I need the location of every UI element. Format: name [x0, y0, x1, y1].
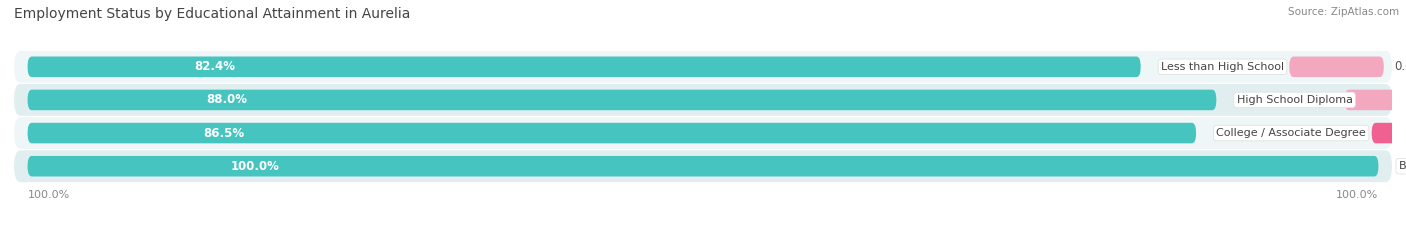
- Text: 100.0%: 100.0%: [1336, 190, 1378, 200]
- Text: Employment Status by Educational Attainment in Aurelia: Employment Status by Educational Attainm…: [14, 7, 411, 21]
- FancyBboxPatch shape: [14, 84, 1392, 116]
- FancyBboxPatch shape: [14, 51, 1392, 83]
- Text: 100.0%: 100.0%: [231, 160, 278, 173]
- Text: 86.5%: 86.5%: [202, 127, 245, 140]
- Text: Less than High School: Less than High School: [1161, 62, 1284, 72]
- FancyBboxPatch shape: [14, 117, 1392, 149]
- Text: 88.0%: 88.0%: [205, 93, 247, 106]
- FancyBboxPatch shape: [1289, 57, 1384, 77]
- FancyBboxPatch shape: [28, 123, 1197, 143]
- Text: College / Associate Degree: College / Associate Degree: [1216, 128, 1367, 138]
- Text: Bachelor's Degree or higher: Bachelor's Degree or higher: [1399, 161, 1406, 171]
- FancyBboxPatch shape: [1372, 123, 1406, 143]
- FancyBboxPatch shape: [14, 150, 1392, 182]
- FancyBboxPatch shape: [28, 57, 1140, 77]
- FancyBboxPatch shape: [28, 90, 1216, 110]
- Text: Source: ZipAtlas.com: Source: ZipAtlas.com: [1288, 7, 1399, 17]
- FancyBboxPatch shape: [1344, 90, 1406, 110]
- Text: 100.0%: 100.0%: [28, 190, 70, 200]
- Text: High School Diploma: High School Diploma: [1237, 95, 1353, 105]
- Text: 82.4%: 82.4%: [194, 60, 236, 73]
- FancyBboxPatch shape: [28, 156, 1378, 176]
- Text: 0.0%: 0.0%: [1395, 60, 1406, 73]
